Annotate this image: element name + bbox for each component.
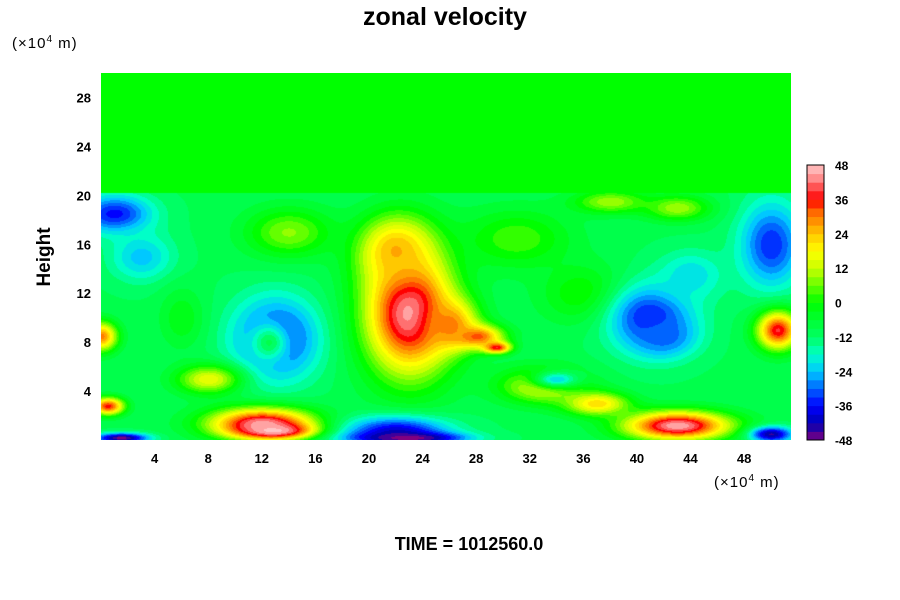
colorbar-swatch: [807, 225, 824, 235]
y-tick-label: 16: [77, 237, 91, 252]
x-tick-label: 36: [576, 451, 590, 466]
colorbar-tick-label: 48: [835, 159, 849, 173]
x-tick-label: 24: [415, 451, 430, 466]
x-tick-label: 12: [255, 451, 269, 466]
colorbar-swatch: [807, 242, 824, 252]
y-tick-label: 24: [77, 139, 92, 154]
colorbar-swatch: [807, 414, 824, 424]
colorbar-swatch: [807, 190, 824, 200]
y-tick-label: 20: [77, 188, 91, 203]
colorbar-swatch: [807, 422, 824, 432]
x-tick-label: 44: [683, 451, 698, 466]
colorbar-swatch: [807, 182, 824, 192]
y-axis-ticks: 4 8 12 16 20 24 28: [77, 90, 92, 399]
colorbar-tick-label: -12: [835, 331, 853, 345]
x-axis-unit: (×104 m): [714, 473, 780, 491]
colorbar-tick-label: -36: [835, 400, 853, 414]
colorbar-tick-label: 36: [835, 193, 849, 207]
colorbar-swatch: [807, 328, 824, 338]
colorbar-swatch: [807, 165, 824, 175]
colorbar-swatch: [807, 388, 824, 398]
colorbar-swatch: [807, 345, 824, 355]
x-tick-label: 4: [151, 451, 159, 466]
colorbar-swatch: [807, 336, 824, 346]
y-tick-label: 4: [84, 384, 92, 399]
colorbar-swatch: [807, 216, 824, 226]
colorbar-swatch: [807, 397, 824, 407]
colorbar-swatch: [807, 199, 824, 209]
colorbar-tick-label: -24: [835, 365, 853, 379]
colorbar-tick-label: 0: [835, 297, 842, 311]
colorbar-swatch: [807, 379, 824, 389]
x-tick-label: 16: [308, 451, 322, 466]
heatmap-plot-area: [101, 73, 791, 440]
y-tick-label: 28: [77, 90, 91, 105]
x-axis-ticks: 4 8 12 16 20 24 28 32 36 40 44 48: [151, 451, 751, 466]
colorbar-swatch: [807, 371, 824, 381]
x-tick-label: 32: [523, 451, 537, 466]
colorbar-swatch: [807, 285, 824, 295]
colorbar-swatch: [807, 293, 824, 303]
colorbar-swatch: [807, 319, 824, 329]
x-tick-label: 28: [469, 451, 483, 466]
colorbar-tick-label: -48: [835, 434, 853, 448]
colorbar-swatch: [807, 311, 824, 321]
x-tick-label: 8: [205, 451, 212, 466]
colorbar-swatch: [807, 405, 824, 415]
y-axis-unit: (×104 m): [12, 34, 78, 52]
colorbar-swatch: [807, 268, 824, 278]
colorbar-frame: [806, 164, 825, 441]
colorbar-swatch: [807, 362, 824, 372]
colorbar-swatch: [807, 233, 824, 243]
colorbar-swatch: [807, 431, 824, 441]
colorbar-swatch: [807, 259, 824, 269]
colorbar-ticks: 48 36 24 12 0 -12 -24 -36 -48: [835, 159, 853, 448]
colorbar-swatch: [807, 250, 824, 261]
colorbar-swatch: [807, 302, 824, 312]
colorbar-swatch: [807, 173, 824, 183]
colorbar-swatch: [807, 276, 824, 286]
colorbar-swatch: [807, 207, 824, 218]
time-label: TIME = 1012560.0: [395, 534, 544, 554]
chart-title: zonal velocity: [363, 3, 527, 31]
x-tick-label: 20: [362, 451, 376, 466]
y-tick-label: 12: [77, 286, 91, 301]
colorbar-tick-label: 24: [835, 228, 849, 242]
heatmap-field: [101, 73, 791, 440]
colorbar-swatch: [807, 354, 824, 364]
y-axis-label: Height: [34, 227, 55, 287]
colorbar-tick-label: 12: [835, 262, 849, 276]
x-tick-label: 40: [630, 451, 644, 466]
x-tick-label: 48: [737, 451, 751, 466]
colorbar: [806, 164, 825, 441]
y-tick-label: 8: [84, 335, 91, 350]
